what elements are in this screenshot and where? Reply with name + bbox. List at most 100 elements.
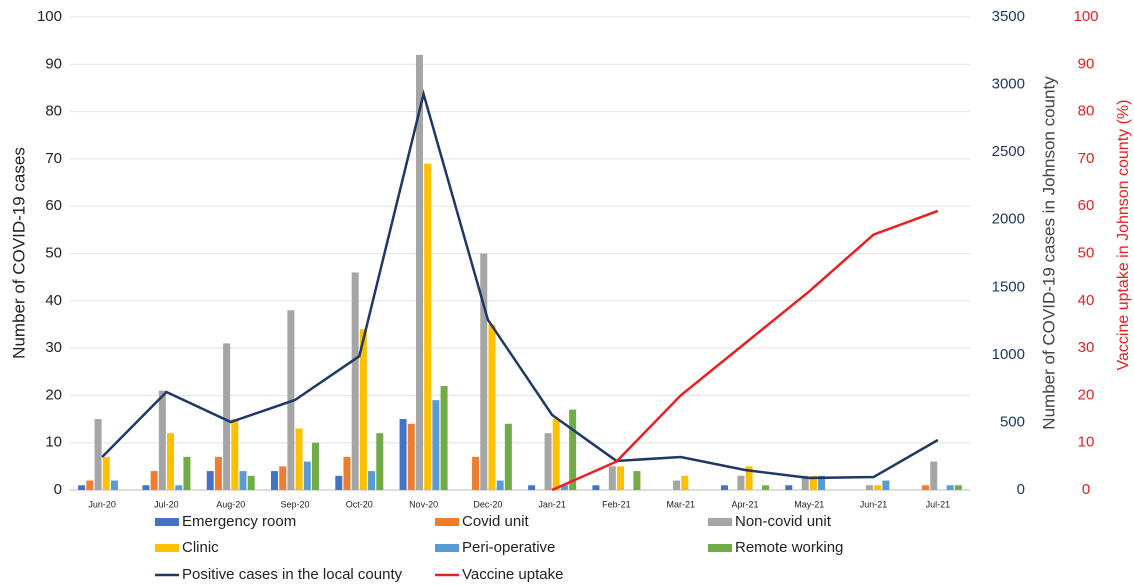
legend-label: Emergency room: [182, 513, 296, 530]
x-tick-label: Jul-21: [926, 499, 951, 509]
legend-label: Vaccine uptake: [462, 566, 563, 583]
bar: [86, 480, 94, 490]
bar: [335, 475, 343, 490]
bar: [359, 329, 367, 490]
bar: [721, 485, 728, 490]
bar: [673, 480, 681, 490]
bar: [78, 485, 86, 490]
bar: [865, 485, 873, 490]
bar: [496, 480, 504, 490]
bar: [472, 456, 480, 490]
y3-tick-label: 90: [1078, 55, 1095, 72]
y3-tick-label: 20: [1078, 386, 1095, 403]
bar: [295, 428, 303, 490]
legend-swatch: [155, 518, 179, 526]
bar: [922, 485, 930, 490]
x-tick-label: Jan-21: [538, 499, 566, 509]
bar: [231, 419, 239, 490]
legend-label: Remote working: [735, 539, 843, 556]
bar: [544, 433, 552, 490]
y-tick-label: 80: [45, 103, 62, 120]
legend-label: Covid unit: [462, 513, 530, 530]
bar: [762, 485, 769, 490]
bar: [818, 475, 826, 490]
y-tick-label: 100: [37, 8, 62, 25]
y2-tick-label: 1500: [992, 278, 1025, 295]
bar: [432, 400, 440, 490]
bar: [142, 485, 150, 490]
bar: [312, 442, 319, 490]
bar: [407, 423, 415, 490]
y3-tick-label: 60: [1078, 197, 1095, 214]
bar: [592, 485, 600, 490]
bar: [206, 471, 214, 490]
x-tick-label: Aug-20: [216, 499, 245, 509]
y3-axis-title: Vaccine uptake in Johnson county (%): [1115, 100, 1132, 371]
x-tick-label: Jul-20: [154, 499, 179, 509]
y2-axis-title: Number of COVID-19 cases in Johnson coun…: [1039, 76, 1058, 430]
bar: [737, 475, 745, 490]
y3-tick-label: 70: [1078, 150, 1095, 167]
bar: [214, 456, 222, 490]
bar: [930, 461, 938, 490]
bar: [488, 324, 496, 490]
y2-tick-label: 2000: [992, 211, 1025, 228]
y-tick-label: 0: [54, 481, 62, 498]
bar: [785, 485, 793, 490]
bar: [560, 485, 568, 490]
bar: [415, 54, 423, 491]
bar: [351, 272, 359, 490]
bar: [569, 409, 577, 490]
y3-tick-label: 30: [1078, 339, 1095, 356]
line: [551, 209, 939, 492]
bar: [440, 385, 448, 490]
y-tick-label: 30: [45, 339, 62, 356]
legend-swatch: [708, 544, 732, 552]
bar: [167, 433, 175, 490]
bar: [552, 419, 560, 490]
bar: [801, 475, 809, 490]
bar: [271, 471, 278, 490]
bar: [175, 485, 183, 490]
y-tick-label: 40: [45, 292, 62, 309]
bar: [94, 419, 102, 490]
y3-tick-label: 100: [1073, 8, 1098, 25]
y2-tick-label: 3000: [992, 76, 1025, 93]
y-tick-label: 50: [45, 244, 62, 261]
x-tick-label: May-21: [794, 499, 824, 509]
bar: [223, 343, 231, 490]
bar: [239, 471, 247, 490]
bar: [343, 456, 351, 490]
y3-tick-label: 40: [1078, 292, 1095, 309]
x-tick-label: Jun-21: [860, 499, 888, 509]
bar: [528, 485, 536, 490]
x-tick-label: Sep-20: [280, 499, 309, 509]
y-tick-label: 90: [45, 55, 62, 72]
bar: [399, 419, 407, 490]
bar: [504, 423, 512, 490]
y3-tick-label: 80: [1078, 103, 1095, 120]
bar: [279, 466, 287, 490]
legend-swatch: [435, 544, 459, 552]
legend-label: Non-covid unit: [735, 513, 832, 530]
bar: [183, 456, 191, 490]
legend-swatch: [155, 544, 179, 552]
bar: [376, 433, 384, 490]
bar: [158, 390, 166, 490]
y-tick-label: 20: [45, 386, 62, 403]
y3-tick-label: 0: [1082, 481, 1090, 498]
x-tick-label: Mar-21: [666, 499, 695, 509]
x-tick-label: Dec-20: [473, 499, 502, 509]
x-tick-label: Oct-20: [346, 499, 373, 509]
bar: [424, 163, 432, 490]
y2-tick-label: 0: [1017, 481, 1025, 498]
bar: [745, 466, 753, 490]
legend-label: Clinic: [182, 539, 219, 556]
bar: [617, 466, 625, 490]
y2-tick-label: 1000: [992, 346, 1025, 363]
bar: [110, 480, 118, 490]
y-axis-title: Number of COVID-19 cases: [9, 147, 28, 359]
legend-swatch: [708, 518, 732, 526]
bar: [102, 456, 110, 490]
line: [101, 89, 939, 480]
